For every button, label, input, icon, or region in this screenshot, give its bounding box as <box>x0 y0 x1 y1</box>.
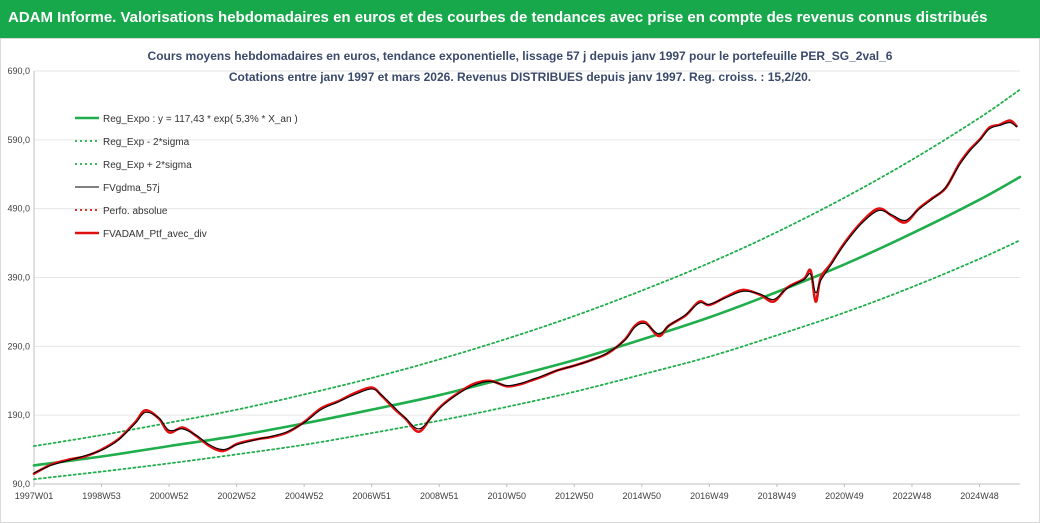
legend-label-high: Reg_Exp + 2*sigma <box>103 160 192 171</box>
y-tick-label: 390,0 <box>7 273 30 283</box>
y-tick-label: 690,0 <box>7 66 30 76</box>
series-layer <box>32 88 1022 481</box>
axes: 90,0 190,0 290,0 390,0 490,0 590,0 690,0 1997W0… <box>7 66 1020 501</box>
x-tick-label: 2008W51 <box>420 491 459 501</box>
header-title: ADAM Informe. Valorisations hebdomadaire… <box>8 9 988 26</box>
chart-title: Cours moyens hebdomadaires en euros, ten… <box>148 49 893 84</box>
header-banner: ADAM Informe. Valorisations hebdomadaire… <box>0 0 1040 39</box>
grid <box>34 70 1020 485</box>
y-tick-label: 290,0 <box>7 341 30 351</box>
chart-title-line: Cours moyens hebdomadaires en euros, ten… <box>148 49 893 63</box>
series-line-reg <box>32 175 1022 467</box>
series-line-low <box>33 239 1021 481</box>
x-tick-label: 2014W50 <box>623 491 662 501</box>
legend-label-ptf: FVADAM_Ptf_avec_div <box>103 229 207 240</box>
x-tick-label: 2024W48 <box>960 491 999 501</box>
x-tick-label: 2018W49 <box>758 491 797 501</box>
y-tick-label: 590,0 <box>7 135 30 145</box>
chart-frame <box>0 38 1040 523</box>
legend-label-reg: Reg_Expo : y = 117,43 * exp( 5,3% * X_an… <box>103 114 298 125</box>
series-line-high <box>33 88 1021 447</box>
x-tick-label: 2010W50 <box>487 491 526 501</box>
x-tick-label: 2004W52 <box>285 491 324 501</box>
x-tick-label: 1998W53 <box>82 491 121 501</box>
x-tick-label: 2022W48 <box>893 491 932 501</box>
x-tick-label: 2016W49 <box>690 491 729 501</box>
x-tick-label: 2020W49 <box>825 491 864 501</box>
y-tick-label: 490,0 <box>7 204 30 214</box>
x-tick-label: 1997W01 <box>15 491 54 501</box>
x-tick-label: 2006W51 <box>352 491 391 501</box>
x-tick-label: 2012W50 <box>555 491 594 501</box>
x-tick-label: 2002W52 <box>217 491 256 501</box>
legend-label-perfo: Perfo. absolue <box>103 206 168 217</box>
series-line-gdma <box>33 122 1018 474</box>
x-tick-label: 2000W52 <box>150 491 189 501</box>
chart-title-line: Cotations entre janv 1997 et mars 2026. … <box>229 70 811 84</box>
legend-label-low: Reg_Exp - 2*sigma <box>103 137 190 148</box>
y-tick-label: 90,0 <box>12 479 30 489</box>
legend-label-gdma: FVgdma_57j <box>103 183 160 194</box>
legend: Reg_Expo : y = 117,43 * exp( 5,3% * X_an… <box>75 114 298 240</box>
y-tick-label: 190,0 <box>7 410 30 420</box>
